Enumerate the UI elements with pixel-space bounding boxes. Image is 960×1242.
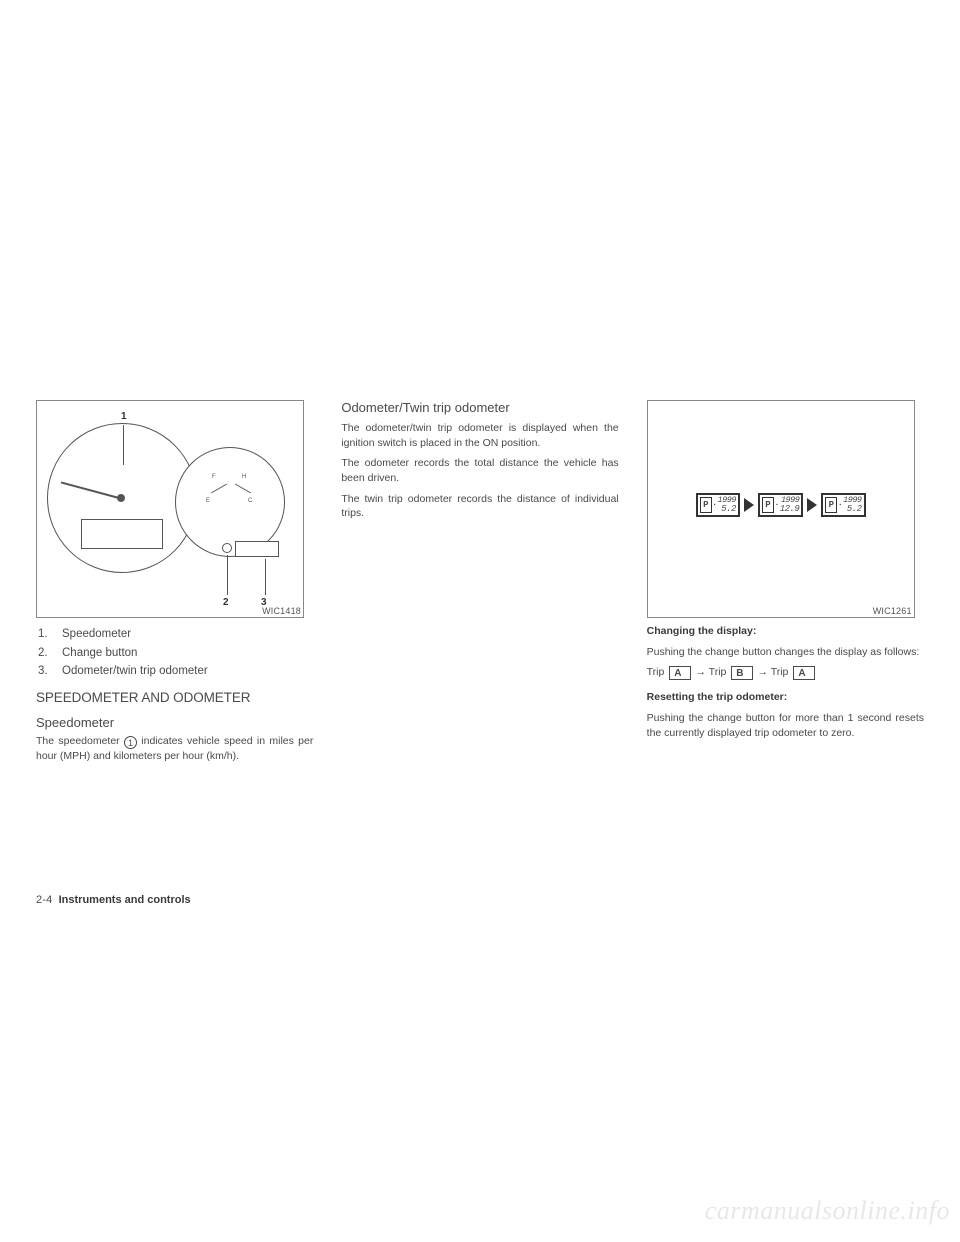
trip-key-a: A <box>669 666 690 680</box>
callout-2-number: 2 <box>223 597 229 608</box>
legend-row: 3.Odometer/twin trip odometer <box>38 663 208 680</box>
odo-sep-icon: ▪ <box>839 503 841 508</box>
callout-1-line <box>123 425 124 465</box>
figure-speedometer: F H E C 1 2 3 WIC1418 <box>36 400 304 618</box>
odometer-state-icon: P ▪ 19995.2 <box>696 493 740 517</box>
legend-text: Speedometer <box>62 626 208 643</box>
paragraph-heading: Resetting the trip odometer: <box>647 690 924 705</box>
legend-num: 1. <box>38 626 60 643</box>
trip-label: Trip <box>771 666 789 678</box>
legend-row: 2.Change button <box>38 645 208 662</box>
arrow-text: → <box>757 666 768 678</box>
arrow-right-icon <box>744 498 754 512</box>
strong-label: Resetting the trip odometer: <box>647 691 788 703</box>
circled-number-icon: 1 <box>124 736 137 749</box>
section-heading: SPEEDOMETER AND ODOMETER <box>36 690 313 705</box>
body-paragraph: Pushing the change button for more than … <box>647 711 924 740</box>
odometer-sequence: P ▪ 19995.2 P ▪ 199912.9 P ▪ 19995.2 <box>648 493 914 517</box>
odometer-lcd-icon <box>235 541 279 557</box>
arrow-right-icon <box>807 498 817 512</box>
gear-indicator: P <box>762 497 774 513</box>
trip-label: Trip <box>647 666 665 678</box>
section-name: Instruments and controls <box>59 894 191 906</box>
legend-row: 1.Speedometer <box>38 626 208 643</box>
temp-needle-icon <box>235 484 251 494</box>
paragraph-heading: Changing the display: <box>647 624 924 639</box>
odometer-digits: 19995.2 <box>843 497 861 513</box>
figure-legend: 1.Speedometer 2.Change button 3.Odometer… <box>36 624 210 682</box>
temp-hot-label: H <box>242 474 246 480</box>
odometer-digits: 19995.2 <box>718 497 736 513</box>
page-number: 2-4 <box>36 894 53 906</box>
fuel-empty-label: E <box>206 498 210 504</box>
callout-3-line <box>265 559 266 595</box>
subsection-heading: Speedometer <box>36 715 313 730</box>
body-paragraph: The twin trip odometer records the dista… <box>341 492 618 521</box>
legend-num: 2. <box>38 645 60 662</box>
temp-cold-label: C <box>248 498 252 504</box>
lcd-display-icon <box>81 519 163 549</box>
watermark-text: carmanualsonline.info <box>705 1196 950 1226</box>
column-1: F H E C 1 2 3 WIC1418 <box>36 400 313 764</box>
trip-key-a: A <box>793 666 814 680</box>
body-paragraph: The odometer/twin trip odometer is displ… <box>341 421 618 450</box>
needle-cap-icon <box>117 494 125 502</box>
figure-code: WIC1418 <box>262 606 301 616</box>
strong-label: Changing the display: <box>647 625 757 637</box>
odometer-state-icon: P ▪ 19995.2 <box>821 493 865 517</box>
trip-key-b: B <box>731 666 752 680</box>
body-paragraph: The speedometer 1 indicates vehicle spee… <box>36 734 313 764</box>
trip-sequence: Trip A → Trip B → Trip A <box>647 665 924 680</box>
legend-num: 3. <box>38 663 60 680</box>
gear-indicator: P <box>825 497 837 513</box>
legend-text: Change button <box>62 645 208 662</box>
manual-page: F H E C 1 2 3 WIC1418 <box>0 0 960 1242</box>
figure-code: WIC1261 <box>873 606 912 616</box>
content-columns: F H E C 1 2 3 WIC1418 <box>36 400 924 764</box>
fuel-full-label: F <box>212 474 216 480</box>
legend-text: Odometer/twin trip odometer <box>62 663 208 680</box>
page-footer: 2-4 Instruments and controls <box>36 894 191 906</box>
change-button-icon <box>222 543 232 553</box>
body-paragraph: Pushing the change button changes the di… <box>647 645 924 660</box>
column-3: P ▪ 19995.2 P ▪ 199912.9 P ▪ 19995.2 <box>647 400 924 764</box>
odometer-digits: 199912.9 <box>780 497 800 513</box>
subsection-heading: Odometer/Twin trip odometer <box>341 400 618 415</box>
odometer-state-icon: P ▪ 199912.9 <box>758 493 803 517</box>
trip-label: Trip <box>709 666 727 678</box>
body-paragraph: The odometer records the total distance … <box>341 456 618 485</box>
callout-1-number: 1 <box>121 411 127 422</box>
odo-sep-icon: ▪ <box>714 503 716 508</box>
callout-2-line <box>227 555 228 595</box>
column-2: Odometer/Twin trip odometer The odometer… <box>341 400 618 764</box>
odo-sep-icon: ▪ <box>776 503 778 508</box>
figure-odometer-display: P ▪ 19995.2 P ▪ 199912.9 P ▪ 19995.2 <box>647 400 915 618</box>
fuel-needle-icon <box>211 484 227 494</box>
gear-indicator: P <box>700 497 712 513</box>
arrow-text: → <box>695 666 706 678</box>
body-text: The speedometer <box>36 735 124 747</box>
